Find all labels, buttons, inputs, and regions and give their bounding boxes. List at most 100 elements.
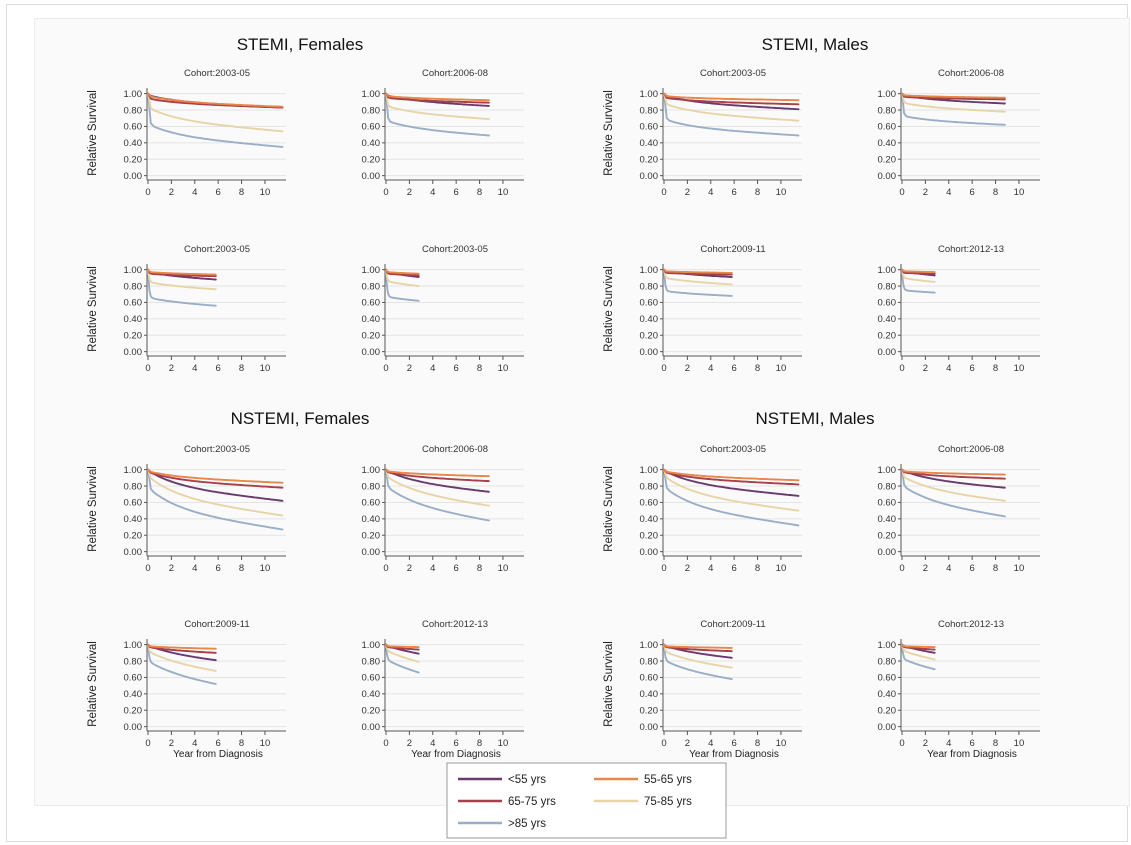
x-tick-label: 8 [755, 187, 760, 198]
x-tick-label: 6 [732, 187, 737, 198]
group-title: NSTEMI, Females [231, 409, 370, 428]
series-line [901, 643, 936, 661]
x-tick-label: 4 [430, 738, 435, 749]
y-tick-label: 0.20 [124, 531, 143, 542]
x-tick-label: 4 [708, 187, 713, 198]
x-tick-label: 4 [946, 363, 951, 374]
x-tick-label: 0 [383, 363, 388, 374]
series-line [147, 268, 217, 307]
y-tick-label: 1.00 [640, 465, 659, 476]
x-tick-label: 0 [899, 738, 904, 749]
y-tick-label: 0.40 [124, 514, 143, 525]
x-tick-label: 0 [383, 187, 388, 198]
y-axis-label: Relative Survival [87, 90, 99, 176]
y-tick-label: 0.00 [124, 171, 143, 182]
x-tick-label: 2 [407, 363, 412, 374]
x-tick-label: 10 [1014, 363, 1025, 374]
y-tick-label: 0.60 [124, 498, 143, 509]
y-tick-label: 0.40 [124, 689, 143, 700]
x-tick-label: 4 [708, 738, 713, 749]
series-line [147, 468, 284, 517]
x-tick-label: 6 [216, 563, 221, 574]
series-line [663, 268, 733, 276]
y-tick-label: 0.20 [878, 331, 897, 342]
series-line [663, 268, 733, 286]
y-tick-label: 0.00 [124, 547, 143, 558]
x-tick-label: 6 [454, 363, 459, 374]
y-axis-label: Relative Survival [87, 466, 99, 552]
y-tick-label: 1.00 [124, 640, 143, 651]
series-line [147, 468, 284, 484]
panel-title: Cohort:2009-11 [700, 619, 765, 630]
x-tick-label: 4 [946, 563, 951, 574]
legend-label: <55 yrs [508, 774, 546, 786]
series-line [147, 268, 217, 276]
y-tick-label: 0.20 [640, 331, 659, 342]
y-axis-label: Relative Survival [87, 641, 99, 727]
series-line [663, 468, 800, 527]
y-tick-label: 0.60 [124, 673, 143, 684]
series-line [147, 643, 217, 672]
y-tick-label: 0.20 [124, 331, 143, 342]
series-line [147, 92, 284, 109]
y-tick-label: 0.40 [640, 689, 659, 700]
y-tick-label: 0.40 [640, 514, 659, 525]
panel-title: Cohort:2003-05 [184, 68, 250, 79]
y-tick-label: 0.80 [878, 281, 897, 292]
x-tick-label: 6 [970, 187, 975, 198]
group-title: NSTEMI, Males [755, 409, 874, 428]
x-tick-label: 0 [145, 363, 150, 374]
x-tick-label: 10 [498, 563, 509, 574]
series-line [385, 468, 490, 522]
x-tick-label: 10 [776, 187, 787, 198]
y-tick-label: 0.40 [124, 138, 143, 149]
series-line [663, 643, 733, 681]
series-line [385, 268, 420, 275]
x-tick-label: 6 [454, 187, 459, 198]
y-tick-label: 0.40 [362, 514, 381, 525]
series-line [385, 643, 420, 663]
y-tick-label: 0.00 [878, 547, 897, 558]
y-tick-label: 0.20 [362, 331, 381, 342]
panel-title: Cohort:2003-05 [422, 244, 488, 255]
x-tick-label: 4 [708, 363, 713, 374]
series-line [901, 92, 1006, 101]
x-tick-label: 8 [239, 363, 244, 374]
panel-title: Cohort:2012-13 [422, 619, 488, 630]
panel-title: Cohort:2012-13 [938, 244, 1004, 255]
series-line [385, 468, 490, 507]
x-tick-label: 10 [260, 187, 271, 198]
y-tick-label: 0.80 [124, 281, 143, 292]
x-tick-label: 6 [216, 363, 221, 374]
x-tick-label: 2 [685, 738, 690, 749]
x-tick-label: 0 [661, 363, 666, 374]
x-tick-label: 2 [169, 363, 174, 374]
x-tick-label: 8 [755, 563, 760, 574]
series-line [385, 92, 490, 137]
series-line [901, 468, 1006, 518]
x-tick-label: 6 [732, 738, 737, 749]
y-axis-label: Relative Survival [603, 466, 615, 552]
x-tick-label: 4 [946, 187, 951, 198]
panel-title: Cohort:2003-05 [700, 68, 766, 79]
y-tick-label: 0.00 [362, 722, 381, 733]
panel-title: Cohort:2003-05 [184, 244, 250, 255]
x-tick-label: 2 [407, 563, 412, 574]
series-line [385, 268, 420, 302]
series-line [663, 268, 733, 297]
x-tick-label: 10 [1014, 738, 1025, 749]
series-line [901, 92, 1006, 126]
series-line [663, 92, 800, 102]
panel-title: Cohort:2003-05 [184, 444, 250, 455]
y-tick-label: 0.20 [124, 706, 143, 717]
y-tick-label: 0.80 [640, 656, 659, 667]
x-tick-label: 6 [970, 363, 975, 374]
x-tick-label: 10 [498, 738, 509, 749]
x-axis-label: Year from Diagnosis [927, 749, 1017, 760]
panel-title: Cohort:2012-13 [938, 619, 1004, 630]
y-tick-label: 0.80 [640, 105, 659, 116]
x-tick-label: 4 [192, 738, 197, 749]
y-tick-label: 0.20 [640, 706, 659, 717]
y-tick-label: 0.40 [124, 314, 143, 325]
x-tick-label: 6 [454, 738, 459, 749]
